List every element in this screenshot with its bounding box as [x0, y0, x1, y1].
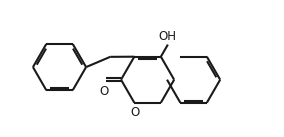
Text: O: O	[130, 106, 139, 119]
Text: OH: OH	[159, 30, 177, 43]
Text: O: O	[100, 85, 109, 98]
